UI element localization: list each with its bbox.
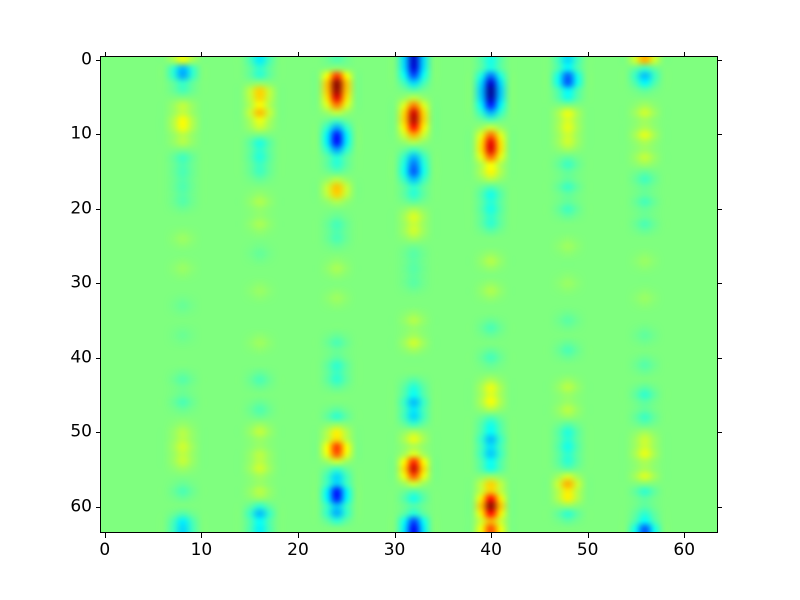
y-tick-label: 50 xyxy=(70,421,92,442)
x-tick-label: 10 xyxy=(190,540,213,560)
y-tick-label: 40 xyxy=(70,347,92,368)
y-tick-mark-right xyxy=(717,432,722,434)
x-tick-mark xyxy=(394,533,396,538)
x-tick-label: 20 xyxy=(287,540,309,560)
y-tick-label: 30 xyxy=(70,272,92,293)
y-tick-label: 10 xyxy=(70,123,92,144)
x-tick-mark xyxy=(201,533,203,538)
x-tick-mark xyxy=(297,533,299,538)
x-tick-mark-top xyxy=(104,52,106,57)
y-tick-mark xyxy=(96,134,101,136)
x-tick-mark-top xyxy=(587,52,589,57)
y-tick-label: 0 xyxy=(81,49,92,70)
x-tick-mark-top xyxy=(201,52,203,57)
y-tick-mark xyxy=(96,59,101,61)
y-tick-mark xyxy=(96,432,101,434)
x-tick-mark xyxy=(491,533,493,538)
y-tick-mark xyxy=(96,283,101,285)
x-tick-label: 30 xyxy=(383,540,406,560)
y-tick-mark-right xyxy=(717,357,722,359)
x-tick-label: 60 xyxy=(673,540,696,560)
heatmap-axes xyxy=(100,56,718,533)
x-tick-label: 40 xyxy=(480,540,502,560)
y-tick-mark xyxy=(96,208,101,210)
x-tick-mark-top xyxy=(491,52,493,57)
y-tick-mark-right xyxy=(717,208,722,210)
x-tick-label: 0 xyxy=(99,540,111,560)
y-tick-label: 20 xyxy=(70,198,92,219)
y-tick-mark xyxy=(96,357,101,359)
y-tick-mark-right xyxy=(717,506,722,508)
y-tick-label: 60 xyxy=(70,496,92,517)
heatmap-image xyxy=(101,57,717,532)
y-tick-mark-right xyxy=(717,59,722,61)
x-tick-mark xyxy=(684,533,686,538)
y-tick-mark-right xyxy=(717,134,722,136)
y-tick-mark xyxy=(96,506,101,508)
x-tick-mark-top xyxy=(684,52,686,57)
x-tick-mark xyxy=(104,533,106,538)
x-tick-mark-top xyxy=(297,52,299,57)
y-tick-mark-right xyxy=(717,283,722,285)
x-tick-mark xyxy=(587,533,589,538)
x-tick-label: 50 xyxy=(576,540,599,560)
x-tick-mark-top xyxy=(394,52,396,57)
